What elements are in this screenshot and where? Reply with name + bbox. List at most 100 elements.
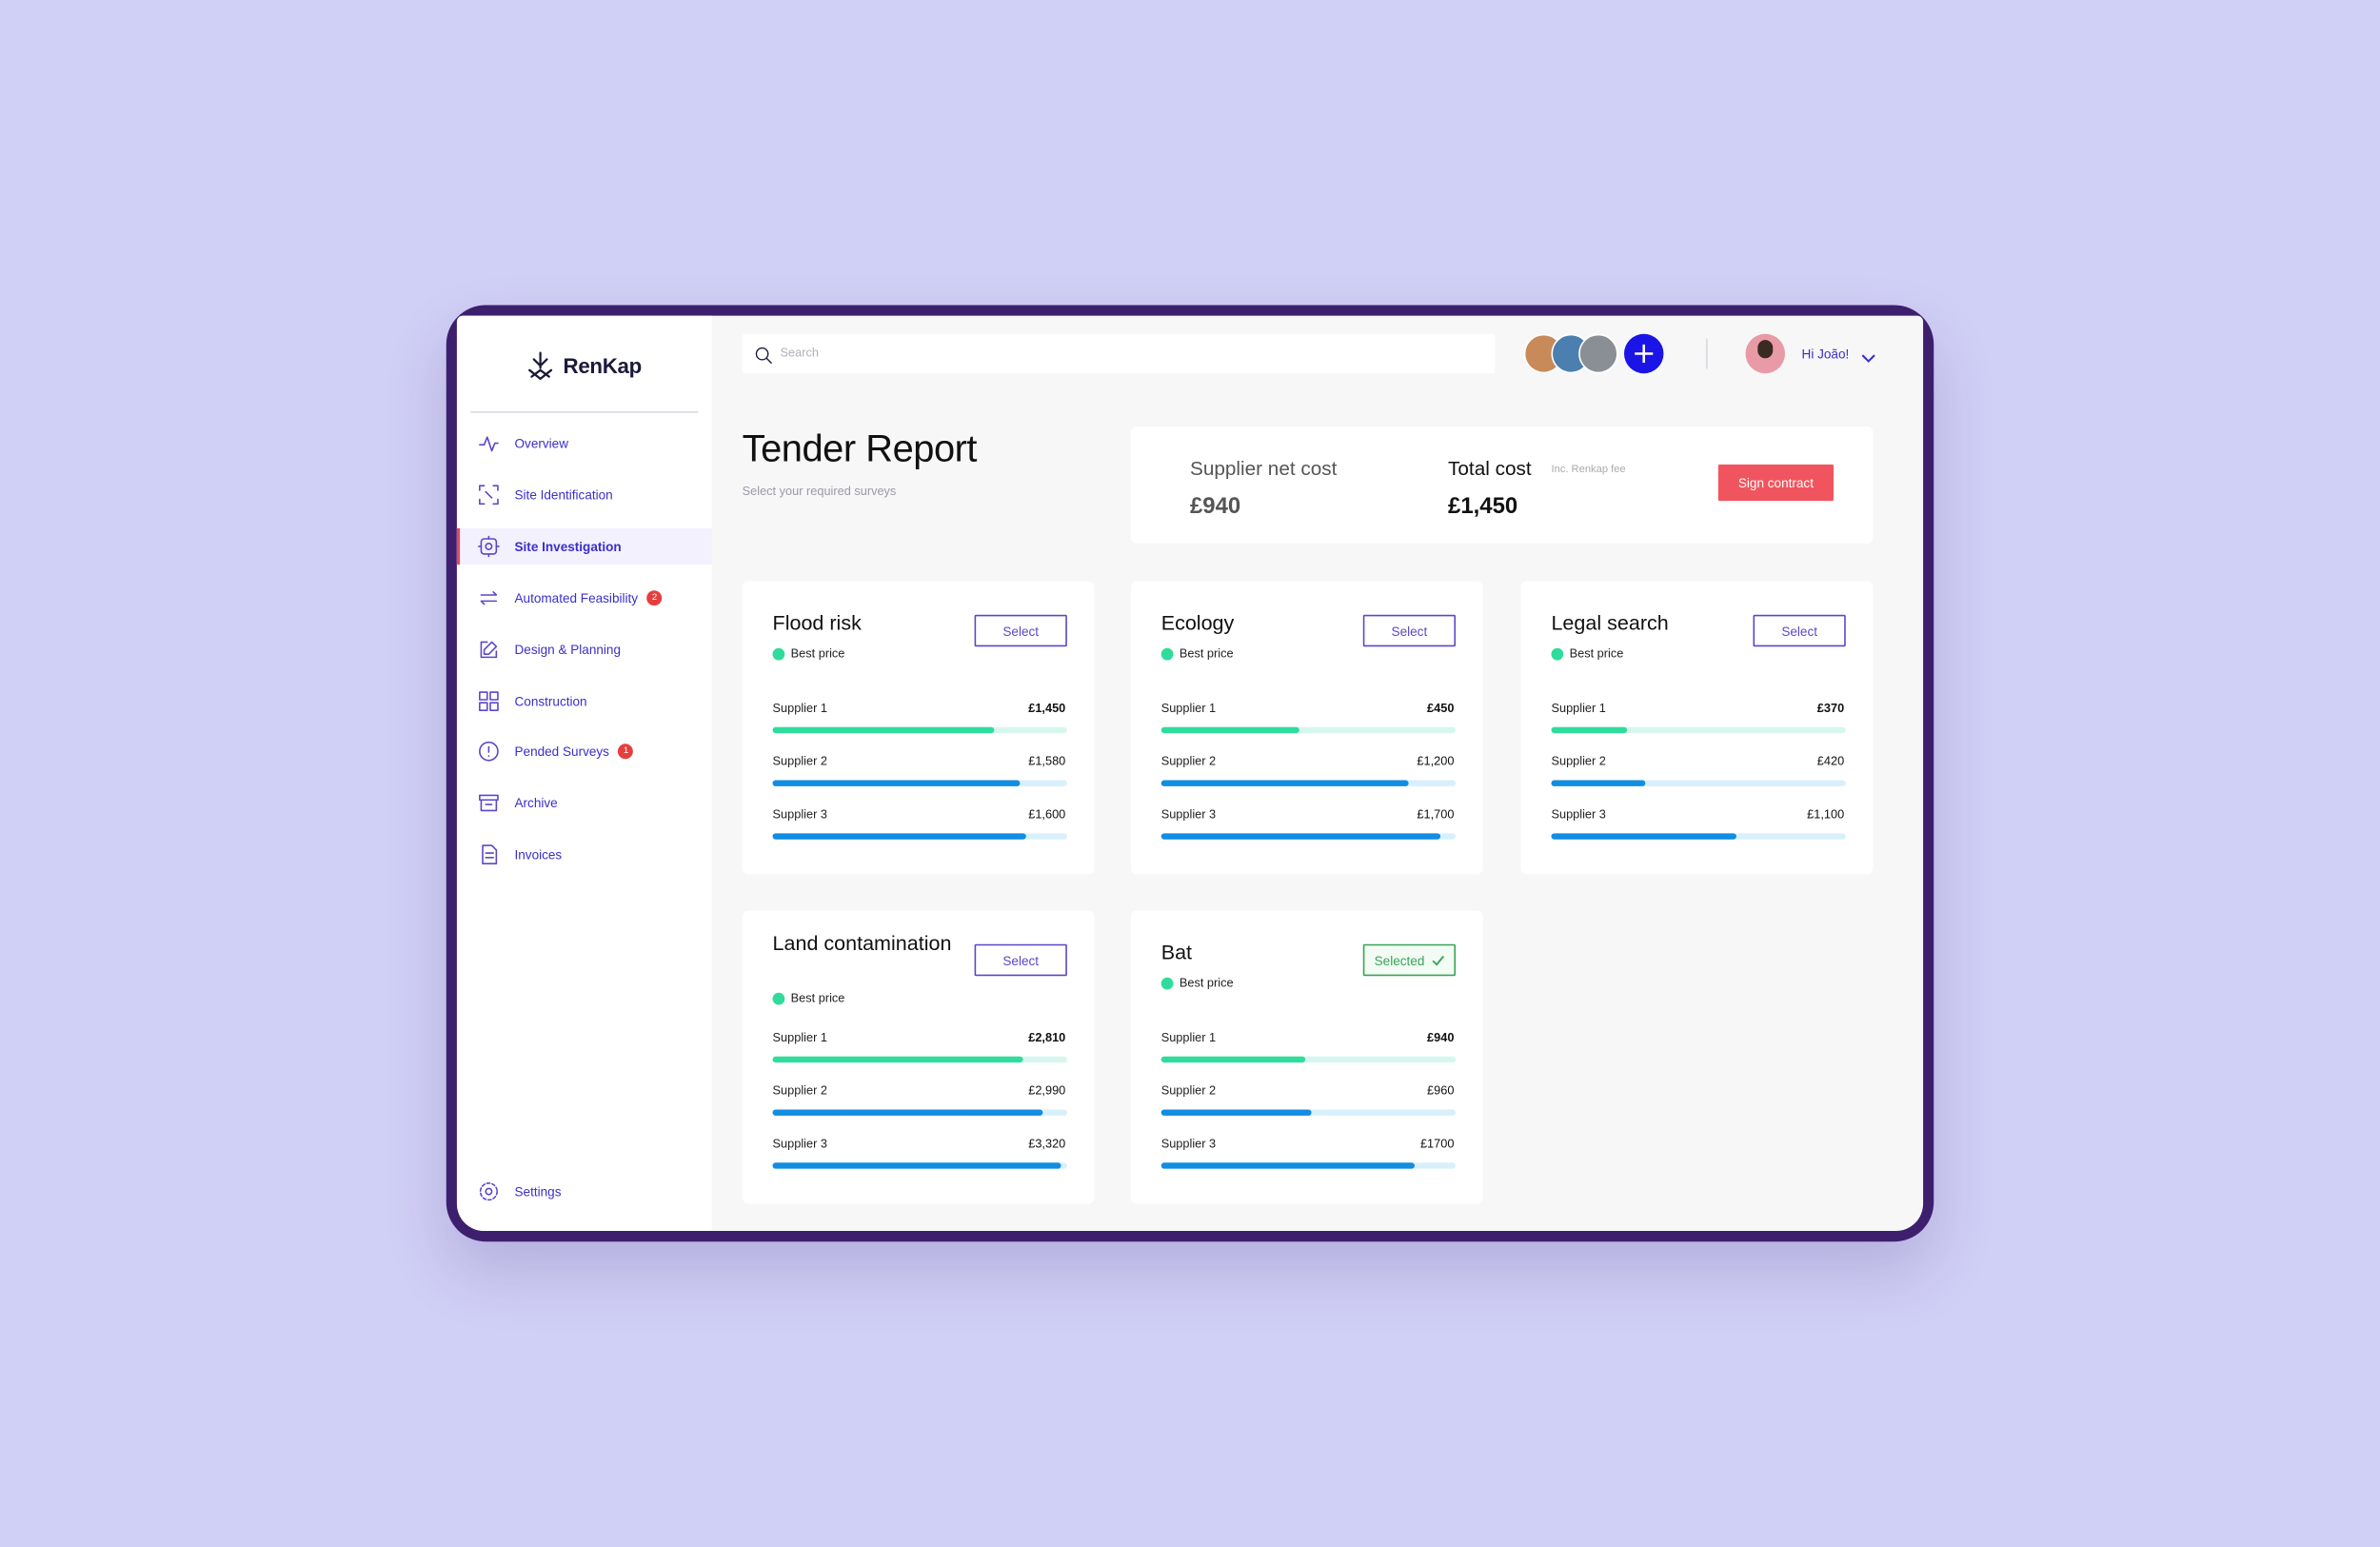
nav-settings[interactable]: Settings [514,1183,562,1200]
supplier-name: Supplier 3 [1551,807,1606,822]
supplier-price: £420 [1816,754,1845,768]
summary-card: Supplier net cost £940 Total cost Inc. Renk… [1130,426,1874,544]
bar-fill [1160,833,1441,840]
supplier-name: Supplier 3 [772,807,827,822]
nav-icon-svg [482,844,498,865]
nav-item[interactable]: Overview [514,435,568,451]
bar-fill [1160,1162,1415,1169]
plus-icon [1635,344,1654,364]
survey-select-button[interactable]: Select [974,614,1067,647]
supplier-name: Supplier 1 [772,701,827,715]
nav-icon[interactable] [478,432,499,453]
bar-fill [1160,726,1300,734]
best-price-dot [772,992,785,1005]
nav-badge: 2 [646,589,663,605]
nav-item[interactable]: Design & Planning [514,641,622,657]
supplier-name: Supplier 2 [772,754,827,768]
sign-contract-button[interactable]: Sign contract [1717,464,1835,502]
nav-item[interactable]: Site Investigation [514,538,622,554]
nav-item[interactable]: Archive [514,795,558,811]
brand-logo-svg [528,351,553,381]
bar-fill [1551,726,1628,734]
user-avatar-head [1757,340,1774,359]
nav-icon-svg [479,436,499,452]
nav-icon-svg [479,795,499,812]
nav-icon-svg [480,590,498,605]
best-price-tag: Best price [790,991,845,1005]
survey-select-button[interactable]: Select [974,943,1067,977]
supplier-price: £2,990 [1028,1083,1066,1098]
supplier-price: £940 [1427,1030,1455,1044]
supplier-name: Supplier 2 [1551,754,1606,768]
survey-title: Land contamination [772,931,952,955]
nav-item[interactable]: Site Identification [514,486,613,503]
nav-item[interactable]: Invoices [514,846,563,863]
supplier-name: Supplier 3 [1160,807,1217,822]
nav-icon-svg [479,690,499,711]
settings-icon[interactable] [478,1180,499,1201]
survey-title: Ecology [1160,611,1235,635]
bar-fill [1551,833,1737,840]
search-placeholder: Search [780,346,819,360]
team-avatar[interactable] [1578,333,1618,374]
user-menu-chevron[interactable] [1861,347,1876,363]
supplier-name: Supplier 3 [1160,1137,1217,1151]
survey-select-button[interactable]: Select [1753,614,1846,647]
bar-fill [772,833,1026,840]
nav-icon-svg [477,534,501,558]
survey-select-button[interactable]: Select [1362,614,1457,647]
survey-card: Ecology Select Best price Supplier 1 £450 Sup… [1130,581,1483,875]
survey-select-button[interactable]: Selected [1362,943,1457,977]
bar-track [1160,726,1457,734]
nav-icon[interactable] [477,534,501,558]
nav-icon-svg [479,742,499,763]
bar-fill [772,726,994,734]
bar-fill [1160,780,1409,786]
bar-fill [772,780,1021,786]
best-price-tag: Best price [1179,646,1234,661]
nav-icon[interactable] [478,793,499,814]
supplier-name: Supplier 1 [772,1030,827,1044]
survey-card: Flood risk Select Best price Supplier 1 £1,4… [742,581,1095,875]
best-price-tag: Best price [1569,646,1624,661]
page-title: Tender Report [742,427,978,471]
survey-title: Bat [1160,941,1193,964]
nav-item[interactable]: Construction [514,692,587,708]
supplier-name: Supplier 1 [1160,701,1217,715]
nav-badge: 1 [618,744,634,760]
nav-icon[interactable] [478,639,499,660]
brand-name: RenKap [563,353,643,379]
nav-icon-svg [480,640,498,658]
bar-fill [1551,780,1646,786]
nav-item[interactable]: Automated Feasibility [514,589,639,605]
user-greeting[interactable]: Hi João! [1801,346,1850,362]
total-cost-value: £1,450 [1448,493,1518,520]
best-price-dot [1160,647,1174,661]
survey-card: Legal search Select Best price Supplier 1 £3… [1520,581,1874,875]
supplier-name: Supplier 3 [772,1137,827,1151]
supplier-name: Supplier 1 [1551,701,1606,715]
survey-card: Land contamination Select Best price Suppli… [742,910,1095,1204]
supplier-price: £1,600 [1028,807,1066,822]
net-cost-value: £940 [1190,493,1241,520]
search-bar[interactable]: Search [742,333,1496,374]
bar-fill [772,1109,1044,1116]
nav-icon[interactable] [478,484,499,505]
supplier-price: £1,200 [1417,754,1455,768]
supplier-name: Supplier 2 [1160,1083,1217,1098]
nav-icon[interactable] [478,690,499,711]
supplier-price: £1700 [1419,1137,1455,1151]
best-price-dot [772,647,785,661]
supplier-price: £1,700 [1417,807,1455,822]
bar-fill [1160,1056,1306,1063]
add-member-button[interactable] [1623,333,1664,374]
nav-icon[interactable] [478,844,499,865]
supplier-price: £1,450 [1028,701,1066,715]
nav-icon[interactable] [478,587,499,608]
total-cost-note: Inc. Renkap fee [1551,464,1626,476]
nav-icon[interactable] [478,742,499,763]
page-subtitle: Select your required surveys [742,484,897,498]
nav-item[interactable]: Pended Surveys [514,744,609,760]
bar-fill [772,1162,1061,1169]
